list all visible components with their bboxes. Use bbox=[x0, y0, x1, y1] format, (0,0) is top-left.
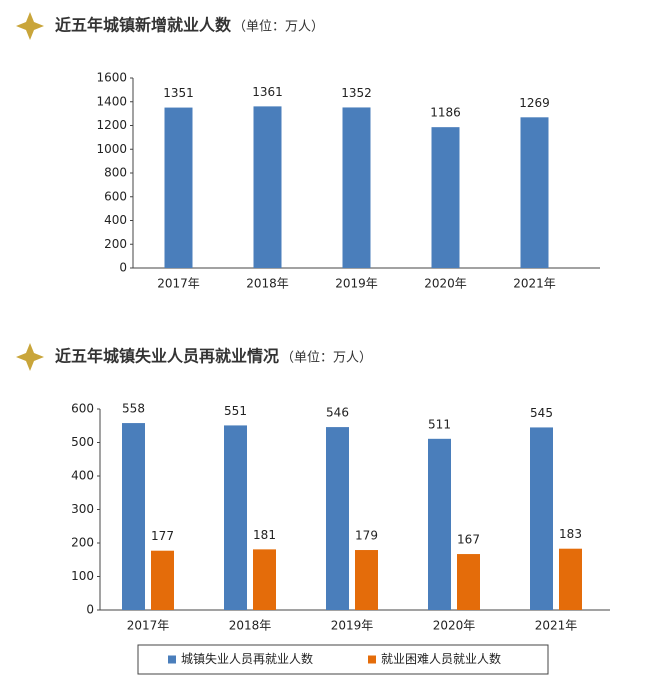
x-tick-label: 2018年 bbox=[229, 619, 272, 633]
data-label: 1269 bbox=[519, 96, 550, 110]
legend-swatch bbox=[168, 655, 176, 664]
y-tick-label: 0 bbox=[86, 603, 94, 617]
y-tick-label: 400 bbox=[71, 469, 94, 483]
data-label: 179 bbox=[355, 529, 378, 543]
y-tick-label: 800 bbox=[104, 166, 127, 180]
data-label: 177 bbox=[151, 529, 174, 543]
bar bbox=[253, 106, 282, 268]
x-tick-label: 2018年 bbox=[246, 277, 289, 291]
y-tick-label: 200 bbox=[71, 536, 94, 550]
x-tick-label: 2017年 bbox=[127, 619, 170, 633]
bar bbox=[355, 550, 378, 610]
bar bbox=[559, 548, 582, 610]
data-label: 1352 bbox=[341, 86, 372, 100]
x-tick-label: 2017年 bbox=[157, 277, 200, 291]
x-tick-label: 2020年 bbox=[424, 277, 467, 291]
bar bbox=[342, 107, 371, 268]
legend-box bbox=[137, 644, 549, 675]
x-tick-label: 2019年 bbox=[335, 277, 378, 291]
data-label: 183 bbox=[559, 527, 582, 541]
bar bbox=[431, 127, 460, 268]
bar bbox=[122, 423, 145, 610]
bar bbox=[151, 550, 174, 610]
x-tick-label: 2020年 bbox=[433, 619, 476, 633]
y-tick-label: 400 bbox=[104, 213, 127, 227]
data-label: 551 bbox=[224, 404, 247, 418]
chart-title: 近五年城镇新增就业人数 bbox=[55, 16, 232, 35]
data-label: 558 bbox=[122, 402, 145, 416]
data-label: 546 bbox=[326, 406, 349, 420]
data-label: 1351 bbox=[163, 86, 194, 100]
bar bbox=[520, 117, 549, 269]
data-label: 545 bbox=[530, 406, 553, 420]
data-label: 181 bbox=[253, 528, 276, 542]
y-tick-label: 500 bbox=[71, 435, 94, 449]
y-tick-label: 300 bbox=[71, 502, 94, 516]
bar bbox=[253, 549, 276, 610]
y-tick-label: 200 bbox=[104, 237, 127, 251]
bar bbox=[326, 427, 349, 610]
y-tick-label: 1000 bbox=[96, 142, 127, 156]
chart-title: 近五年城镇失业人员再就业情况 bbox=[55, 347, 279, 366]
chart-unit: （单位：万人） bbox=[281, 351, 372, 366]
y-tick-label: 0 bbox=[119, 261, 127, 275]
data-label: 511 bbox=[428, 417, 451, 431]
bar bbox=[224, 425, 247, 610]
legend-label: 城镇失业人员再就业人数 bbox=[181, 651, 313, 666]
y-tick-label: 1200 bbox=[96, 118, 127, 132]
chart-unit: （单位：万人） bbox=[233, 20, 324, 35]
bar bbox=[164, 107, 193, 268]
x-tick-label: 2021年 bbox=[535, 619, 578, 633]
bar bbox=[530, 427, 553, 610]
data-label: 1186 bbox=[430, 106, 461, 120]
legend-swatch bbox=[368, 655, 376, 664]
y-tick-label: 600 bbox=[71, 402, 94, 416]
y-tick-label: 100 bbox=[71, 569, 94, 583]
bar bbox=[428, 438, 451, 610]
star-icon bbox=[16, 12, 44, 40]
y-tick-label: 1400 bbox=[96, 94, 127, 108]
x-tick-label: 2021年 bbox=[513, 277, 556, 291]
data-label: 1361 bbox=[252, 85, 283, 99]
bar bbox=[457, 554, 480, 610]
x-tick-label: 2019年 bbox=[331, 619, 374, 633]
y-tick-label: 1600 bbox=[96, 71, 127, 85]
star-icon bbox=[16, 343, 44, 371]
legend-label: 就业困难人员就业人数 bbox=[381, 651, 501, 666]
data-label: 167 bbox=[457, 533, 480, 547]
y-tick-label: 600 bbox=[104, 189, 127, 203]
